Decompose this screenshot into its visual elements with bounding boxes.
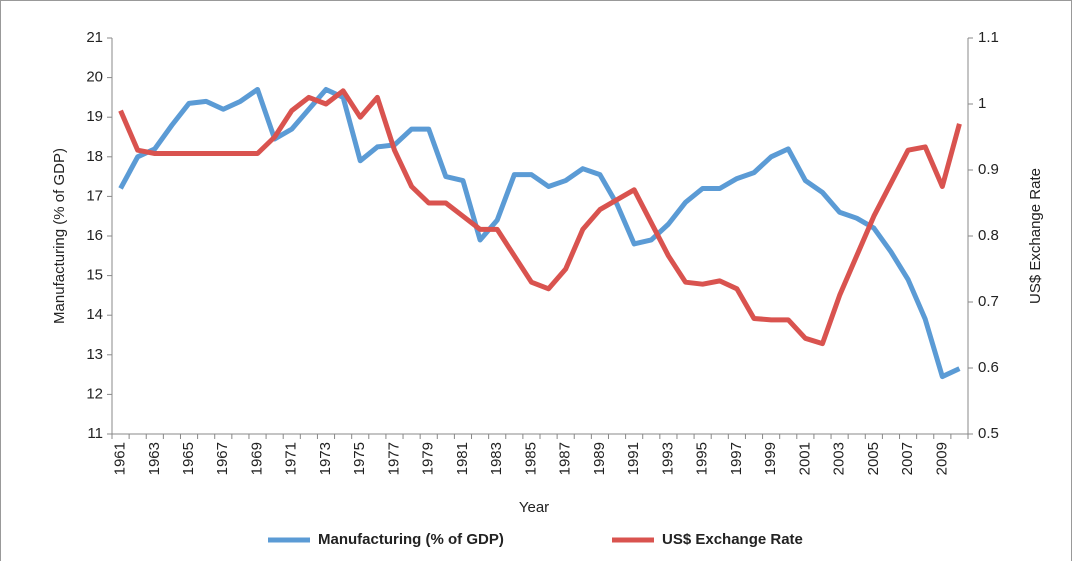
x-tick-label: 1983	[488, 442, 505, 475]
y-tick-label: 11	[87, 425, 103, 442]
x-tick-label: 2007	[899, 442, 916, 475]
x-tick-label: 2001	[796, 442, 813, 475]
y2-tick-label: 0.5	[978, 425, 999, 442]
x-tick-label: 2005	[865, 442, 882, 475]
legend-label: US$ Exchange Rate	[662, 531, 803, 548]
x-tick-label: 1973	[317, 442, 334, 475]
x-tick-label: 1987	[557, 442, 574, 475]
x-tick-label: 1991	[625, 442, 642, 475]
x-tick-label: 1995	[694, 442, 711, 475]
x-tick-label: 1971	[283, 442, 300, 475]
y-tick-label: 17	[86, 187, 103, 204]
x-tick-label: 1989	[591, 442, 608, 475]
x-tick-label: 2003	[831, 442, 848, 475]
y2-tick-label: 1	[978, 95, 986, 112]
x-tick-label: 1981	[454, 442, 471, 475]
x-tick-label: 1975	[351, 442, 368, 475]
x-tick-label: 2009	[933, 442, 950, 475]
y-tick-label: 15	[86, 267, 103, 284]
y-tick-label: 16	[86, 227, 103, 244]
y-tick-label: 19	[86, 108, 103, 125]
x-tick-label: 1985	[522, 442, 539, 475]
y2-tick-label: 0.9	[978, 161, 999, 178]
x-tick-label: 1965	[180, 442, 197, 475]
x-tick-label: 1977	[385, 442, 402, 475]
x-tick-label: 1997	[728, 442, 745, 475]
series-line	[118, 88, 962, 347]
y2-tick-label: 0.6	[978, 359, 999, 376]
series-line	[118, 86, 961, 380]
y-tick-label: 18	[86, 148, 103, 165]
x-tick-label: 1967	[214, 442, 231, 475]
x-tick-label: 1993	[659, 442, 676, 475]
x-tick-label: 1969	[248, 442, 265, 475]
y-tick-label: 12	[86, 385, 103, 402]
x-tick-label: 1979	[420, 442, 437, 475]
legend-label: Manufacturing (% of GDP)	[318, 531, 504, 548]
y-tick-label: 21	[86, 29, 103, 46]
x-tick-label: 1963	[146, 442, 163, 475]
y-axis-title: Manufacturing (% of GDP)	[51, 148, 68, 324]
y2-axis-title: US$ Exchange Rate	[1027, 168, 1044, 304]
y-tick-label: 20	[86, 69, 103, 86]
y2-tick-label: 0.8	[978, 227, 999, 244]
x-tick-label: 1999	[762, 442, 779, 475]
x-tick-label: 1961	[112, 442, 129, 475]
y2-tick-label: 0.7	[978, 293, 999, 310]
y-tick-label: 14	[86, 306, 103, 323]
y-tick-label: 13	[86, 346, 103, 363]
y2-tick-label: 1.1	[978, 29, 999, 46]
x-axis-title: Year	[519, 499, 549, 516]
